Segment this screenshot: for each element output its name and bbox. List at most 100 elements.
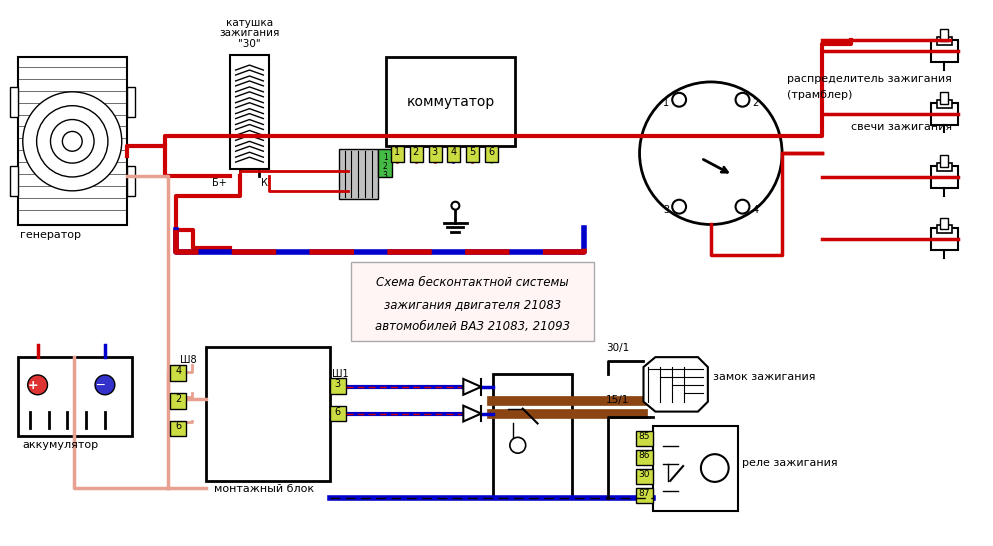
Text: 3: 3 (663, 205, 669, 215)
Bar (206, 347, 330, 481)
Circle shape (23, 92, 122, 191)
Text: 6: 6 (335, 407, 341, 417)
Bar (391, 146, 404, 162)
Circle shape (736, 93, 750, 106)
Text: Схема бесконтактной системы: Схема бесконтактной системы (376, 276, 569, 289)
Text: 2: 2 (413, 147, 419, 157)
Bar (410, 146, 423, 162)
Text: 4: 4 (451, 147, 457, 157)
Bar (170, 365, 186, 381)
FancyBboxPatch shape (352, 262, 594, 341)
Text: Ш1: Ш1 (332, 369, 349, 379)
Bar (330, 406, 346, 422)
Text: Ш8: Ш8 (180, 355, 197, 365)
Circle shape (701, 454, 729, 482)
Text: 85: 85 (638, 432, 650, 441)
Text: 15/1: 15/1 (606, 395, 630, 405)
Text: катушка: катушка (226, 17, 273, 28)
Text: замок зажигания: замок зажигания (713, 372, 815, 382)
Bar (229, 55, 269, 169)
Text: 6: 6 (488, 147, 495, 157)
Bar (170, 420, 186, 436)
Text: коммутатор: коммутатор (406, 94, 495, 109)
Bar (386, 57, 514, 146)
Text: Б+: Б+ (212, 178, 226, 188)
Polygon shape (643, 357, 708, 412)
Bar (18, 357, 132, 436)
Text: 30: 30 (638, 470, 650, 479)
Text: реле зажигания: реле зажигания (743, 458, 838, 468)
Bar (653, 426, 738, 511)
Text: 87: 87 (638, 489, 650, 498)
Bar (940, 155, 948, 167)
Bar (936, 37, 952, 45)
Bar (10, 87, 18, 117)
Text: 1: 1 (663, 98, 669, 108)
Text: зажигания двигателя 21083: зажигания двигателя 21083 (384, 298, 561, 311)
Bar (636, 450, 653, 465)
Text: 1: 1 (382, 153, 387, 162)
Text: 86: 86 (638, 451, 650, 460)
Circle shape (672, 93, 686, 106)
Bar (378, 149, 392, 177)
Circle shape (37, 106, 108, 177)
Text: +: + (28, 379, 38, 392)
Circle shape (736, 200, 750, 213)
Text: монтажный блок: монтажный блок (213, 484, 314, 494)
Polygon shape (464, 379, 482, 395)
Bar (448, 146, 461, 162)
Bar (330, 378, 346, 394)
Bar (930, 228, 958, 250)
Text: 2: 2 (175, 394, 182, 404)
Bar (170, 393, 186, 408)
Circle shape (509, 437, 525, 453)
Bar (936, 100, 952, 108)
Bar (940, 217, 948, 229)
Bar (636, 431, 653, 446)
Text: 30/1: 30/1 (606, 343, 630, 353)
Bar (486, 146, 497, 162)
Bar (636, 488, 653, 503)
Polygon shape (464, 406, 482, 422)
Text: зажигания: зажигания (219, 28, 280, 38)
Text: автомобилей ВАЗ 21083, 21093: автомобилей ВАЗ 21083, 21093 (375, 319, 570, 333)
Text: "30": "30" (238, 39, 261, 49)
Text: 2: 2 (382, 162, 387, 171)
Circle shape (63, 132, 82, 151)
Text: 3: 3 (335, 379, 341, 389)
Bar (493, 374, 572, 498)
Text: распределитель зажигания: распределитель зажигания (787, 74, 952, 84)
Text: ─: ─ (96, 379, 103, 392)
Text: аккумулятор: аккумулятор (23, 440, 99, 450)
Text: К: К (261, 178, 268, 188)
Text: 5: 5 (469, 147, 476, 157)
Text: (трамблер): (трамблер) (787, 90, 852, 100)
Circle shape (452, 201, 460, 210)
Text: 3: 3 (432, 147, 438, 157)
Circle shape (51, 120, 94, 163)
Bar (930, 40, 958, 62)
Circle shape (672, 200, 686, 213)
Circle shape (28, 375, 48, 395)
Bar (930, 103, 958, 124)
Text: 1: 1 (394, 147, 400, 157)
Bar (127, 166, 135, 196)
Text: 4: 4 (753, 205, 759, 215)
Circle shape (639, 82, 782, 224)
Bar (936, 225, 952, 233)
Bar (936, 163, 952, 171)
Bar (429, 146, 442, 162)
Bar (18, 57, 127, 225)
Bar (636, 469, 653, 484)
Bar (940, 29, 948, 41)
Text: 2: 2 (753, 98, 759, 108)
Bar (930, 166, 958, 188)
Text: 3: 3 (382, 171, 387, 180)
Text: 4: 4 (175, 366, 182, 376)
Bar (10, 166, 18, 196)
Text: свечи зажигания: свечи зажигания (851, 122, 952, 132)
Bar (339, 149, 378, 199)
Circle shape (95, 375, 115, 395)
Bar (940, 92, 948, 104)
Text: генератор: генератор (20, 230, 80, 240)
